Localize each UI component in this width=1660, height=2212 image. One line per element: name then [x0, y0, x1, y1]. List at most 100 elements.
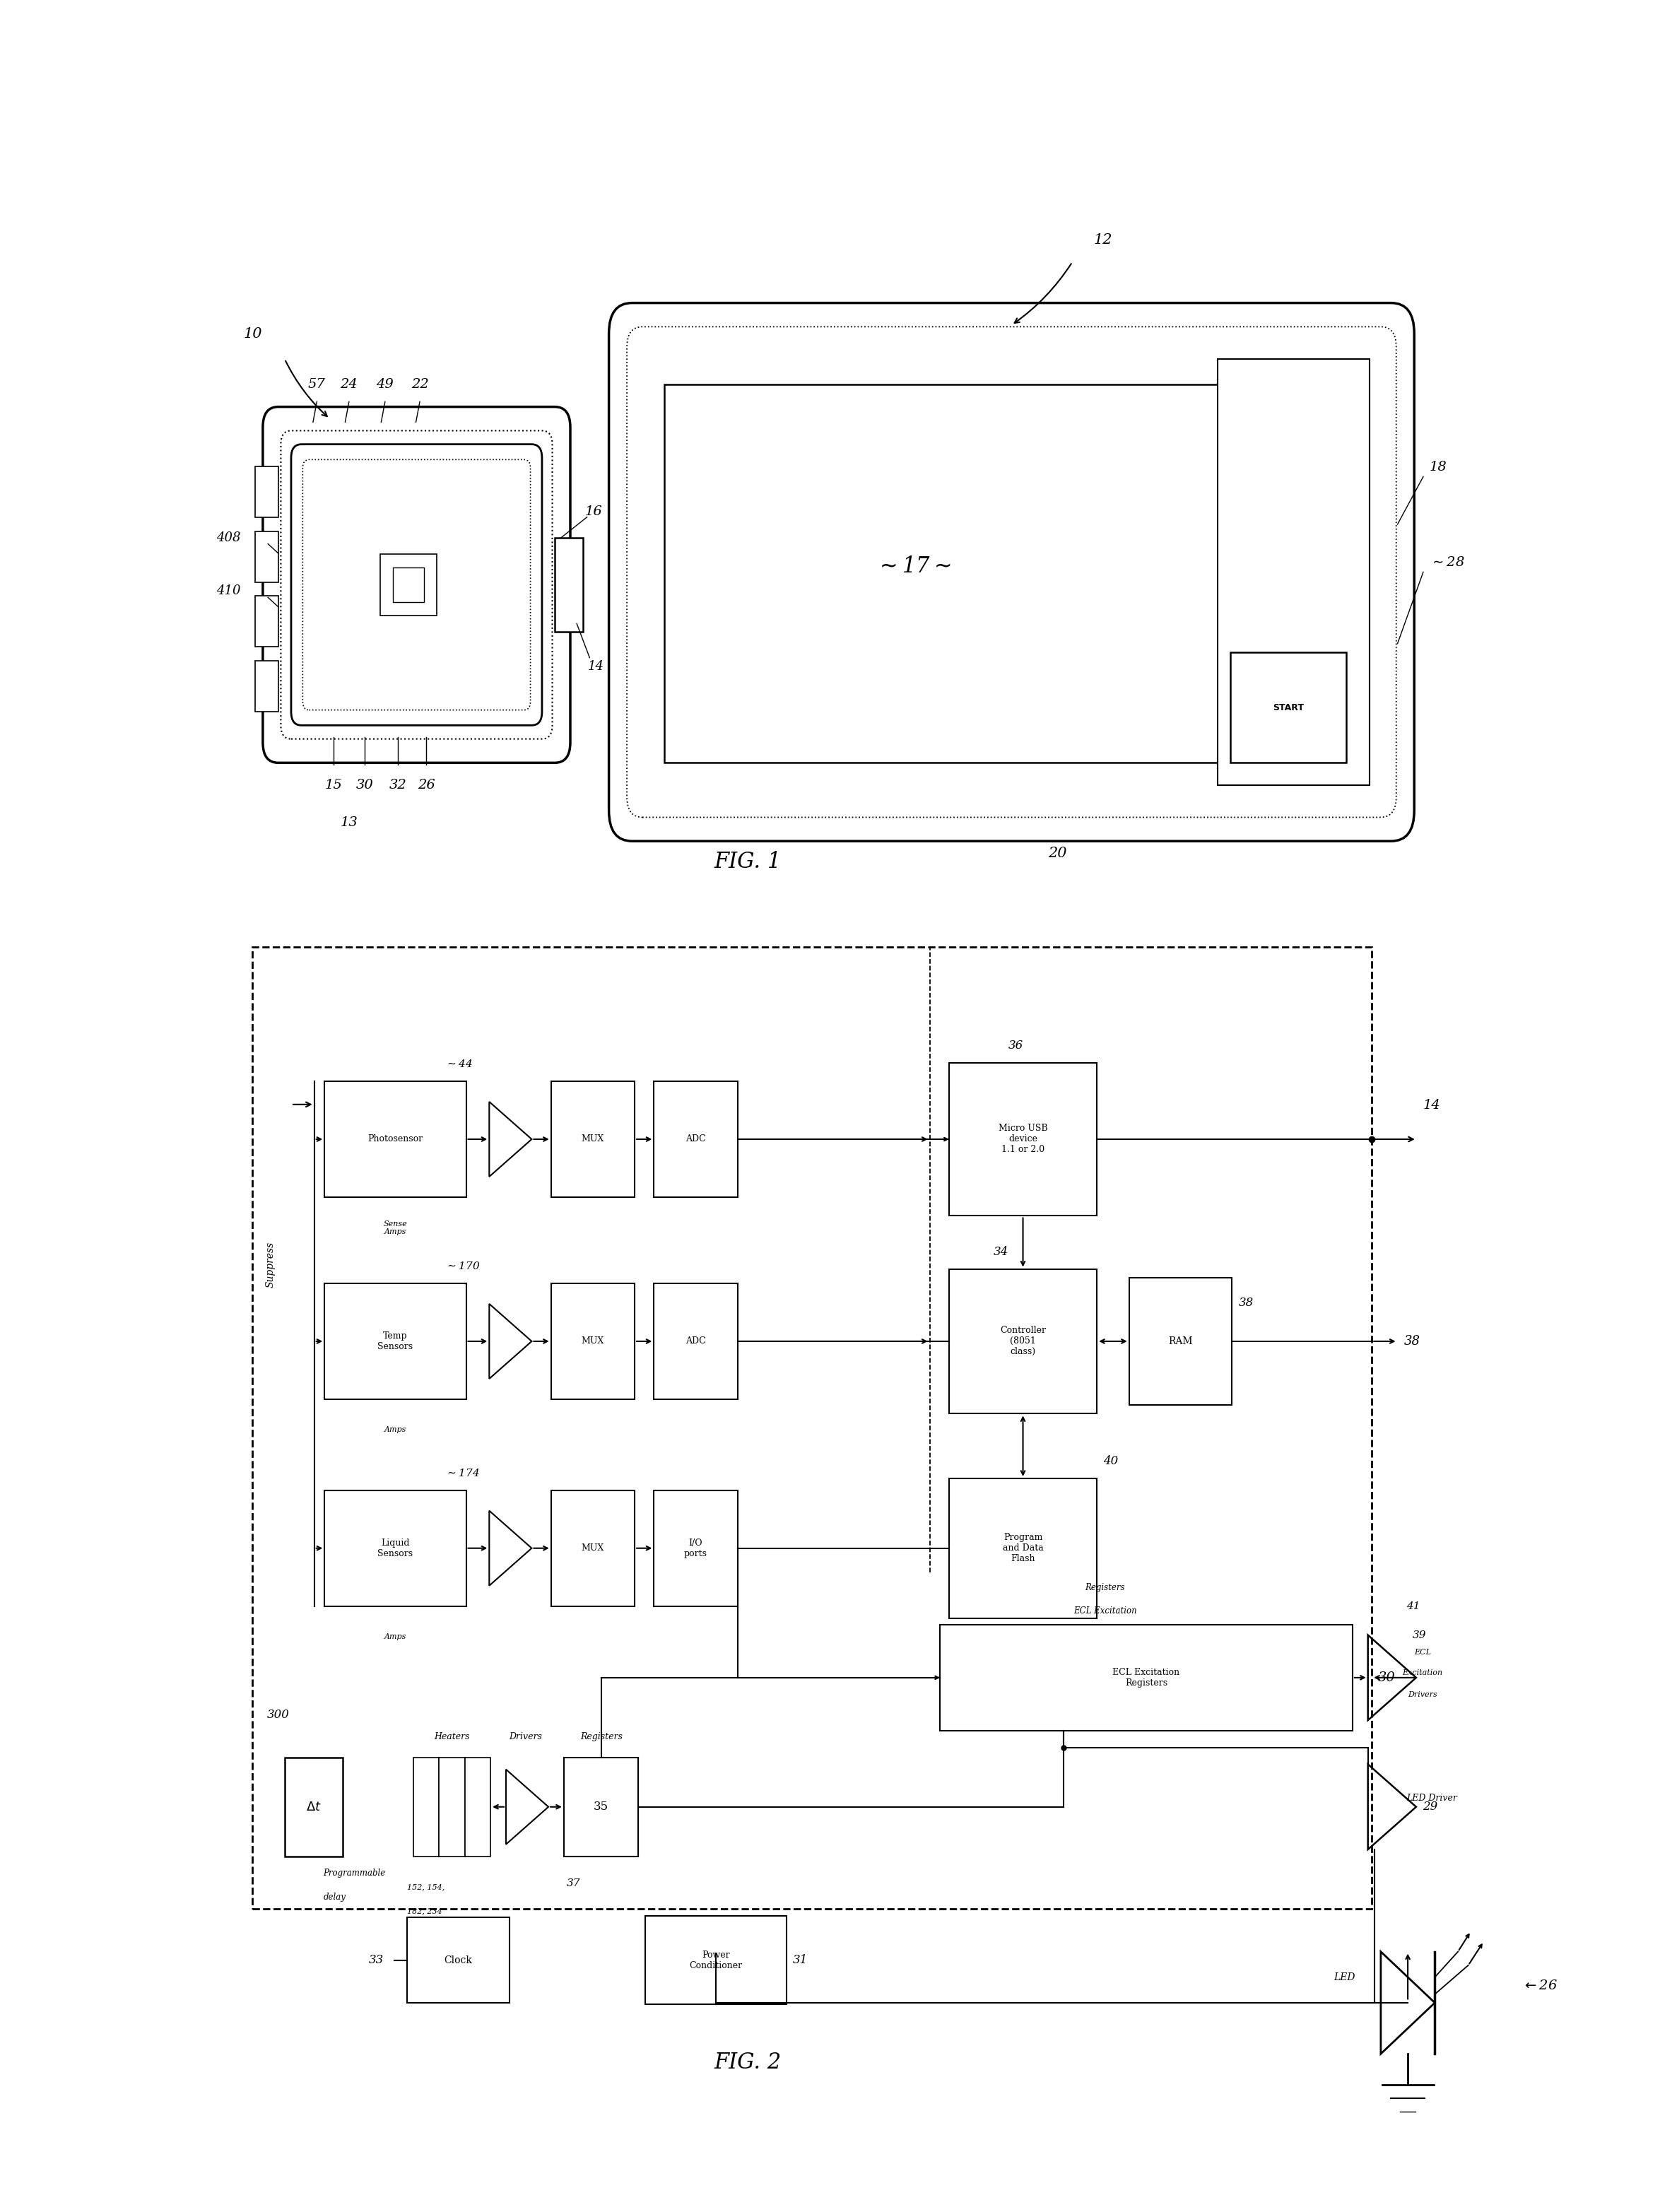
Text: 22: 22 [412, 378, 428, 392]
Text: 13: 13 [340, 816, 359, 830]
Text: Drivers: Drivers [508, 1732, 541, 1741]
Text: 30: 30 [355, 779, 374, 792]
Text: RAM: RAM [1169, 1336, 1194, 1347]
Text: 408: 408 [216, 531, 241, 544]
Bar [654, 1491, 737, 1606]
Bar [325, 1082, 466, 1197]
Text: 57: 57 [309, 378, 325, 392]
Text: 14: 14 [588, 659, 604, 672]
Text: $\leftarrow$26: $\leftarrow$26 [1522, 1980, 1557, 1993]
Text: 14: 14 [1423, 1099, 1441, 1110]
Text: MUX: MUX [581, 1544, 604, 1553]
Text: Suppress: Suppress [266, 1241, 276, 1287]
Bar [1129, 1276, 1232, 1405]
Text: $\sim$28: $\sim$28 [1429, 555, 1466, 568]
Text: LED: LED [1333, 1973, 1355, 1982]
Text: ECL: ECL [1414, 1648, 1431, 1655]
Bar [551, 1082, 634, 1197]
Text: 35: 35 [594, 1801, 609, 1814]
Text: 20: 20 [1047, 847, 1066, 860]
Text: FIG. 1: FIG. 1 [714, 852, 782, 872]
Bar [286, 1759, 342, 1856]
Bar [950, 1478, 1097, 1617]
Text: Sense
Amps: Sense Amps [383, 1221, 407, 1237]
Text: Programmable: Programmable [324, 1869, 385, 1878]
Text: Program
and Data
Flash: Program and Data Flash [1003, 1533, 1044, 1564]
Bar [413, 1759, 438, 1856]
Text: ECL Excitation
Registers: ECL Excitation Registers [1112, 1668, 1180, 1688]
Text: 24: 24 [340, 378, 359, 392]
Text: 34: 34 [993, 1245, 1008, 1259]
Text: $\Delta t$: $\Delta t$ [305, 1801, 322, 1814]
Bar [380, 555, 437, 615]
Bar [256, 661, 279, 712]
Text: 29: 29 [1423, 1801, 1438, 1814]
Text: 30: 30 [1378, 1672, 1396, 1683]
Bar [325, 1283, 466, 1400]
Text: 182, 234: 182, 234 [407, 1907, 442, 1913]
Bar [256, 467, 279, 518]
FancyBboxPatch shape [290, 445, 541, 726]
Text: 38: 38 [1238, 1296, 1253, 1310]
Bar [256, 595, 279, 646]
Text: 410: 410 [216, 584, 241, 597]
Text: Amps: Amps [383, 1427, 407, 1433]
Text: ECL Excitation: ECL Excitation [1074, 1606, 1137, 1615]
Text: 49: 49 [377, 378, 393, 392]
Bar [256, 531, 279, 582]
Bar [393, 568, 423, 602]
Bar [1230, 653, 1346, 763]
Text: Temp
Sensors: Temp Sensors [377, 1332, 413, 1352]
Bar [654, 1283, 737, 1400]
Bar [407, 1918, 510, 2002]
Text: delay: delay [324, 1893, 345, 1902]
Bar [654, 1082, 737, 1197]
Text: $\sim$17$\sim$: $\sim$17$\sim$ [875, 555, 951, 577]
Text: ADC: ADC [686, 1135, 705, 1144]
Text: Drivers: Drivers [1408, 1692, 1438, 1699]
Text: Registers: Registers [579, 1732, 622, 1741]
Text: 152, 154,: 152, 154, [407, 1882, 445, 1891]
Bar [551, 1283, 634, 1400]
Text: 300: 300 [267, 1710, 289, 1721]
Bar [950, 1270, 1097, 1413]
Text: 37: 37 [566, 1878, 581, 1889]
Bar [438, 1759, 465, 1856]
FancyBboxPatch shape [262, 407, 571, 763]
Text: Liquid
Sensors: Liquid Sensors [377, 1537, 413, 1557]
Text: 39: 39 [1413, 1630, 1426, 1639]
Text: START: START [1273, 703, 1303, 712]
Text: Clock: Clock [445, 1955, 473, 1964]
Text: 12: 12 [1094, 232, 1112, 246]
Bar [465, 1759, 491, 1856]
Text: Photosensor: Photosensor [369, 1135, 423, 1144]
Text: ADC: ADC [686, 1336, 705, 1345]
Text: $\sim$174: $\sim$174 [445, 1469, 480, 1478]
Text: 16: 16 [584, 507, 603, 518]
Bar [644, 1916, 787, 2004]
Text: $\sim$44: $\sim$44 [445, 1060, 473, 1071]
Bar [950, 1062, 1097, 1217]
Bar [554, 538, 583, 633]
Text: 10: 10 [242, 327, 262, 341]
Bar [564, 1759, 639, 1856]
Text: MUX: MUX [581, 1135, 604, 1144]
Text: 18: 18 [1429, 460, 1448, 473]
Text: MUX: MUX [581, 1336, 604, 1345]
Text: 26: 26 [417, 779, 435, 792]
Bar [1217, 358, 1370, 785]
Text: 15: 15 [325, 779, 342, 792]
Text: $\sim$170: $\sim$170 [445, 1261, 480, 1272]
Text: 38: 38 [1404, 1334, 1421, 1347]
Text: Excitation: Excitation [1403, 1670, 1443, 1677]
Bar [664, 385, 1217, 763]
Bar [252, 947, 1371, 1909]
Text: 41: 41 [1406, 1601, 1419, 1610]
Text: Amps: Amps [383, 1632, 407, 1641]
Text: Registers: Registers [1086, 1584, 1125, 1593]
Bar [551, 1491, 634, 1606]
Text: 36: 36 [1008, 1040, 1023, 1051]
Text: 31: 31 [793, 1953, 808, 1966]
Text: Controller
(8051
class): Controller (8051 class) [999, 1327, 1046, 1356]
Text: 32: 32 [388, 779, 407, 792]
